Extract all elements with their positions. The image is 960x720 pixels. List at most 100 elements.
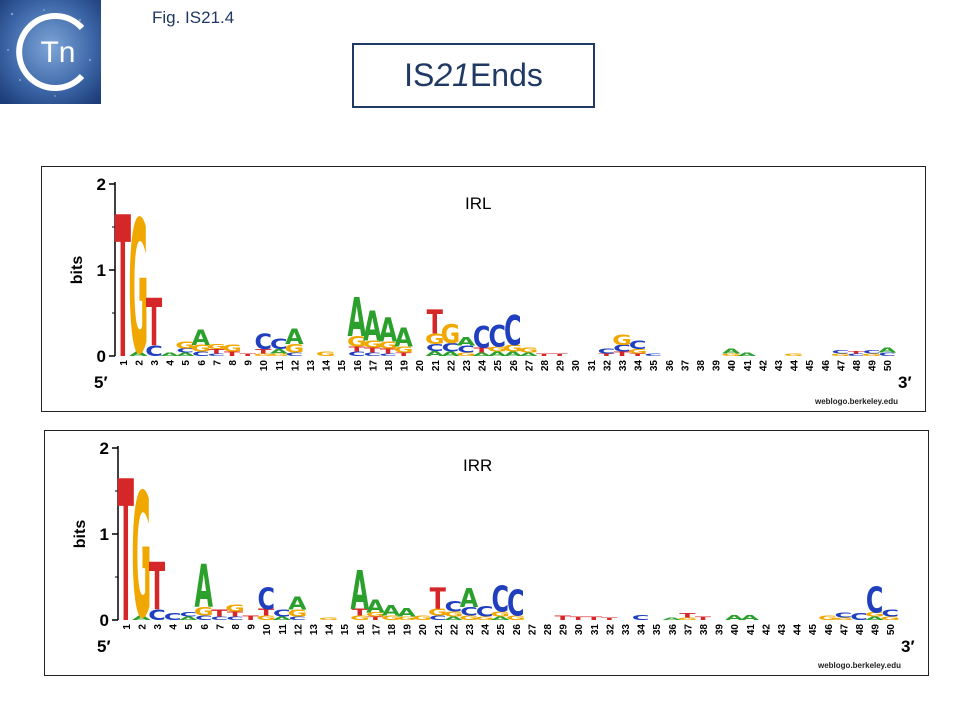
nucleotide-A: A [348, 287, 367, 349]
nucleotide-G: G [487, 346, 507, 354]
position-label: 49 [871, 624, 882, 636]
position-label: 19 [400, 360, 411, 372]
position-label: 19 [403, 624, 414, 636]
nucleotide-C: C [878, 352, 896, 357]
position-label: 28 [543, 624, 554, 636]
position-label: 41 [743, 360, 754, 372]
nucleotide-C: C [850, 612, 868, 623]
position-label: 43 [777, 624, 788, 636]
nucleotide-C: C [195, 615, 213, 622]
nucleotide-G: G [678, 617, 698, 621]
nucleotide-A: A [176, 352, 195, 357]
nucleotide-T: T [679, 612, 695, 619]
nucleotide-T: T [380, 347, 396, 355]
nucleotide-T: T [614, 351, 630, 358]
position-label: 33 [621, 624, 632, 636]
nucleotide-T: T [395, 352, 412, 357]
nucleotide-G: G [628, 348, 648, 355]
nucleotide-A: A [472, 352, 491, 357]
nucleotide-A: A [363, 303, 381, 351]
nucleotide-G: G [222, 343, 242, 354]
position-label: 48 [852, 360, 863, 372]
position-label: 34 [637, 624, 648, 636]
position-label: 34 [634, 360, 645, 372]
position-label: 26 [512, 624, 523, 636]
nucleotide-C: C [445, 598, 463, 615]
nucleotide-A: A [179, 616, 198, 621]
nucleotide-C: C [148, 607, 166, 624]
three-prime-end: 3′ [898, 373, 912, 392]
nucleotide-T: T [227, 611, 243, 619]
nucleotide-C: C [211, 616, 229, 621]
nucleotide-C: C [881, 608, 899, 619]
position-label: 27 [524, 360, 535, 372]
nucleotide-G: G [316, 351, 336, 358]
nucleotide-T: T [551, 353, 568, 357]
nucleotide-A: A [488, 351, 507, 358]
nucleotide-C: C [863, 349, 881, 354]
nucleotide-A: A [504, 351, 523, 358]
nucleotide-C: C [192, 351, 210, 358]
nucleotide-G: G [412, 615, 432, 622]
nucleotide-G: G [394, 345, 414, 355]
position-label: 13 [306, 360, 317, 372]
nucleotide-C: C [629, 339, 647, 352]
nucleotide-G: G [381, 615, 401, 622]
nucleotide-C: C [488, 320, 506, 354]
nucleotide-G: G [350, 615, 370, 622]
position-label: 10 [259, 360, 270, 372]
position-label: 32 [602, 360, 613, 372]
nucleotide-G: G [366, 611, 386, 618]
nucleotide-C: C [507, 584, 525, 625]
nucleotide-G: G [834, 617, 854, 621]
position-label: 40 [727, 360, 738, 372]
logo-text: Tn [40, 36, 75, 69]
title-prefix: IS [404, 57, 435, 93]
nucleotide-C: C [613, 343, 631, 354]
nucleotide-T: T [349, 346, 365, 354]
y-tick-label: 0 [97, 347, 106, 366]
nucleotide-G: G [363, 339, 383, 350]
nucleotide-C: C [164, 612, 182, 623]
position-label: 23 [462, 360, 473, 372]
nucleotide-T: T [149, 550, 166, 626]
position-label: 39 [712, 360, 723, 372]
nucleotide-G: G [818, 615, 838, 622]
nucleotide-G: G [269, 353, 289, 357]
position-label: 38 [696, 360, 707, 372]
irl-logo-panel: 0 1 2 bits 5′ 3′ 1 T 2 A G 3 C T 4 A 5 A C G 6 C G A 7 C T G 8 T G 9 T 10… [41, 166, 926, 412]
position-label: 37 [683, 624, 694, 636]
nucleotide-A: A [351, 560, 370, 622]
nucleotide-T: T [208, 348, 224, 355]
nucleotide-A: A [878, 347, 897, 355]
position-label: 45 [808, 624, 819, 636]
y-tick-label: 0 [100, 611, 109, 630]
position-label: 18 [384, 360, 395, 372]
nucleotide-A: A [379, 310, 398, 349]
position-label: 12 [290, 360, 301, 372]
position-label: 39 [715, 624, 726, 636]
nucleotide-G: G [456, 352, 476, 357]
nucleotide-A: A [192, 326, 211, 350]
position-label: 50 [883, 360, 894, 372]
nucleotide-G: G [475, 616, 495, 621]
nucleotide-G: G [459, 615, 479, 622]
position-label: 11 [278, 624, 289, 635]
position-label: 29 [556, 360, 567, 372]
y-axis-label: bits [69, 256, 86, 285]
position-label: 14 [322, 360, 333, 372]
y-tick-label: 2 [100, 439, 109, 458]
position-label: 26 [509, 360, 520, 372]
nucleotide-A: A [382, 603, 401, 620]
nucleotide-C: C [176, 347, 194, 354]
position-label: 11 [275, 360, 286, 371]
nucleotide-A: A [441, 351, 460, 358]
position-label: 40 [730, 624, 741, 636]
nucleotide-G: G [612, 332, 632, 349]
nucleotide-G: G [831, 353, 851, 357]
nucleotide-A: A [397, 607, 416, 620]
nucleotide-C: C [270, 336, 288, 353]
nucleotide-A: A [738, 352, 757, 357]
position-label: 20 [415, 360, 426, 372]
position-label: 2 [137, 624, 148, 630]
